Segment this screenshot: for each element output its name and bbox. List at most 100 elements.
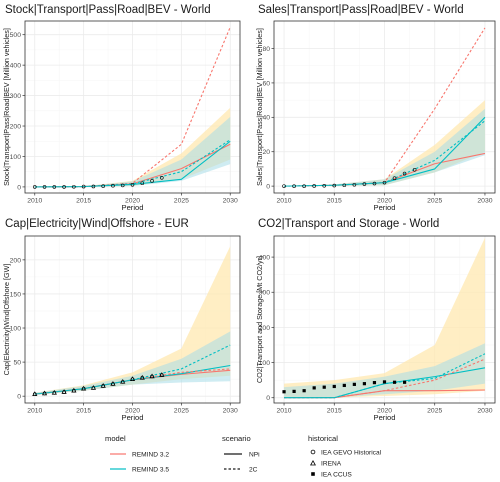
x-tick-label: 2025: [174, 198, 189, 205]
legend-historical-gevo-label: IEA GEVO Historical: [321, 450, 382, 457]
legend-scenario-2c-label: 2C: [249, 467, 258, 474]
historical-point-gevo: [160, 175, 164, 180]
y-tick-label: 100: [10, 154, 22, 161]
historical-point-irena: [32, 391, 38, 396]
x-tick-label: 2030: [477, 198, 492, 205]
historical-point-irena: [90, 385, 97, 390]
historical-point-gevo: [52, 185, 57, 189]
y-tick-label: 20: [262, 149, 270, 156]
x-tick-label: 2020: [125, 198, 140, 205]
historical-point-ccus: [342, 383, 346, 388]
historical-point-irena: [159, 372, 165, 377]
y-tick-label: 50: [13, 360, 21, 367]
x-tick-label: 2020: [377, 198, 392, 205]
panel-3: Cap|Electricity|Wind|Offshore - EUR 2010 2…: [2, 218, 241, 422]
band-remind35: [284, 108, 485, 187]
historical-point-ccus: [282, 390, 286, 394]
historical-point-irena: [129, 376, 136, 381]
series-line-remind35-2c: [34, 344, 231, 395]
x-tick-label: 2010: [27, 198, 42, 205]
y-tick-label: 400: [259, 254, 271, 261]
y-tick-label: 40: [262, 115, 270, 122]
historical-point-gevo: [130, 182, 135, 187]
band-remind35: [34, 116, 231, 187]
historical-point-gevo: [120, 183, 125, 188]
historical-point-gevo: [140, 181, 145, 186]
series-line-remind35-2c: [284, 120, 486, 187]
panel-1: Stock|Transport|Pass|Road|BEV - World 201…: [2, 4, 241, 212]
historical-point-gevo: [372, 181, 377, 186]
x-tick-label: 2010: [276, 198, 291, 205]
panel-title: Stock|Transport|Pass|Road|BEV - World: [5, 4, 211, 16]
y-axis-label: Sales|Transport|Pass|Road|BEV [Million v…: [255, 28, 264, 186]
band-remind35: [284, 343, 485, 398]
historical-point-irena: [61, 389, 67, 394]
series-line-remind35-2c: [34, 139, 231, 188]
y-tick-label: 0: [17, 184, 21, 191]
y-axis-label: CO2|Transport and Storage [Mt CO2/yr]: [255, 256, 264, 383]
historical-point-ccus: [382, 380, 387, 384]
y-tick-label: 200: [10, 123, 22, 130]
historical-point-gevo: [111, 183, 115, 188]
historical-point-ccus: [322, 385, 326, 389]
historical-point-gevo: [42, 185, 47, 189]
historical-point-gevo: [402, 171, 407, 176]
historical-point-ccus: [302, 389, 306, 393]
historical-point-gevo: [342, 183, 347, 188]
historical-point-irena: [120, 378, 126, 384]
historical-point-ccus: [362, 382, 367, 386]
historical-point-gevo: [81, 184, 86, 189]
historical-point-gevo: [150, 179, 154, 183]
x-axis-label: Period: [122, 203, 144, 212]
historical-point-gevo: [32, 185, 37, 189]
historical-point-gevo: [392, 176, 397, 181]
legend-historical-ccus-label: IEA CCUS: [321, 472, 352, 479]
panel-4: CO2|Transport and Storage - World 2010 201…: [255, 218, 496, 422]
y-tick-label: 200: [259, 325, 271, 332]
x-tick-label: 2010: [27, 408, 42, 415]
series-line-remind35-2c: [284, 353, 486, 399]
y-tick-label: 0: [266, 184, 270, 191]
historical-point-gevo: [62, 185, 66, 189]
y-tick-label: 60: [262, 80, 270, 87]
x-axis-label: Period: [374, 203, 396, 212]
historical-point-irena: [100, 383, 106, 388]
historical-point-ccus: [372, 381, 377, 385]
x-axis-label: Period: [374, 413, 396, 422]
legend: model REMIND 3.2 REMIND 3.5 scenario NPi…: [105, 434, 382, 479]
historical-point-gevo: [352, 182, 357, 187]
historical-point-ccus: [352, 382, 356, 386]
x-tick-label: 2020: [377, 408, 392, 415]
panel-2: Sales|Transport|Pass|Road|BEV - World 201…: [255, 4, 496, 212]
historical-point-ccus: [402, 380, 407, 384]
x-tick-label: 2025: [427, 408, 442, 415]
historical-point-ccus: [312, 386, 316, 390]
legend-historical-circle-key: [310, 449, 316, 455]
legend-model-remind32-label: REMIND 3.2: [132, 452, 169, 459]
legend-historical-title: historical: [308, 434, 338, 443]
y-tick-label: 400: [10, 63, 22, 70]
x-tick-label: 2025: [174, 408, 189, 415]
historical-point-ccus: [332, 384, 336, 389]
x-tick-label: 2015: [76, 408, 91, 415]
band-remind35: [34, 331, 231, 395]
historical-point-gevo: [362, 182, 367, 186]
y-tick-label: 200: [10, 257, 22, 264]
historical-point-irena: [51, 389, 57, 395]
y-axis-label: Cap|Electricity|Wind|Offshore [GW]: [2, 264, 11, 376]
legend-historical-square-key: [311, 472, 315, 476]
historical-point-gevo: [91, 184, 96, 189]
x-tick-label: 2030: [477, 408, 492, 415]
x-tick-label: 2015: [76, 198, 91, 205]
panels: Stock|Transport|Pass|Road|BEV - World201…: [2, 4, 496, 422]
y-tick-label: 500: [10, 32, 22, 39]
historical-point-irena: [139, 374, 145, 380]
historical-point-irena: [71, 387, 77, 393]
historical-point-gevo: [322, 183, 327, 188]
band-remind32: [34, 246, 231, 395]
historical-point-gevo: [292, 184, 296, 188]
legend-scenario-title: scenario: [222, 434, 251, 443]
y-tick-label: 80: [262, 46, 270, 53]
x-tick-label: 2015: [327, 408, 342, 415]
